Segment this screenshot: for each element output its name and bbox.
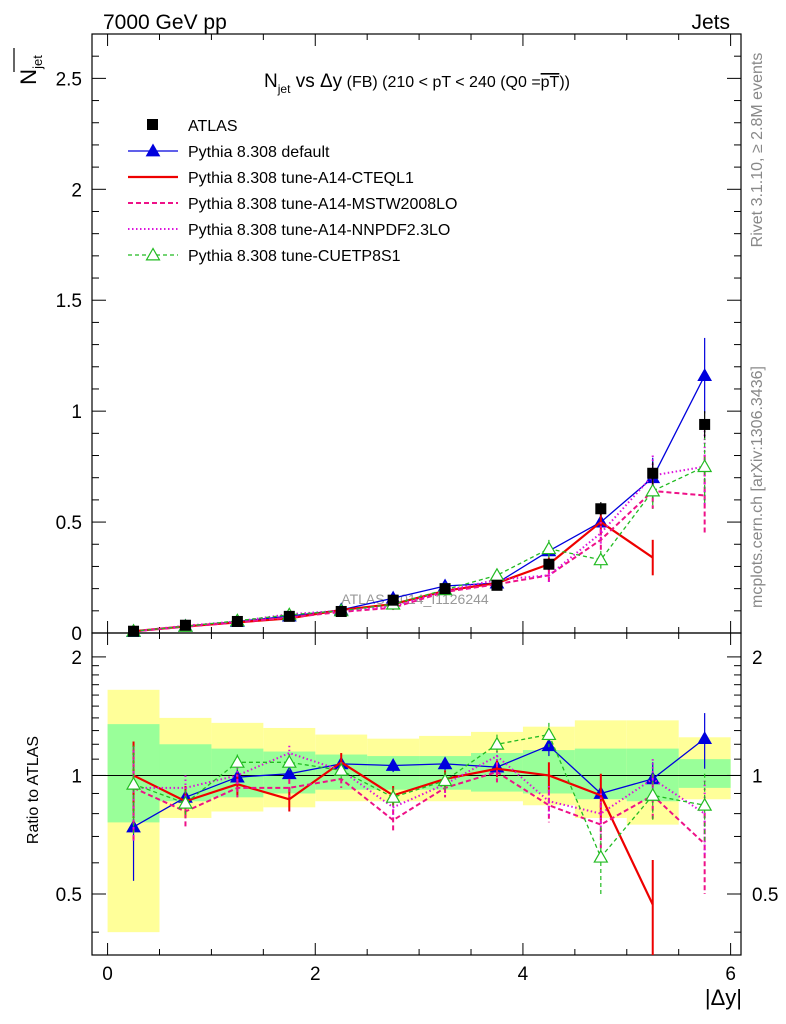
x-tick-label: 4 — [518, 964, 529, 985]
atlas-data-point — [128, 625, 140, 637]
title-vs: vs Δy — [290, 71, 342, 92]
atlas-data-point — [543, 558, 555, 570]
y-tick-label: 0 — [71, 624, 82, 645]
title-range: (210 < pT < 240 (Q0 = — [378, 74, 541, 91]
atlas-data-point — [595, 503, 607, 515]
x-tick-label: 6 — [725, 964, 736, 985]
y-tick-label: 1.5 — [56, 291, 82, 312]
atlas-data-point — [335, 605, 347, 617]
y-tick-label: 0.5 — [56, 513, 82, 534]
atlas-data-point — [491, 579, 503, 591]
ratio-series-marker — [229, 754, 245, 768]
ratio-tick-label-left: 2 — [71, 648, 82, 669]
ratio-series-marker — [385, 757, 401, 771]
side-label-rivet: Rivet 3.1.10, ≥ 2.8M events — [749, 53, 766, 248]
atlas-data-point — [699, 418, 711, 430]
generated-chart-marks: 0 2 4 6 0 0.5 1 1.5 2 2.5 0.5 0.5 1 1 2 2 ATLAS Pythia 8.… — [56, 34, 778, 985]
main-y-axis-label: Njet — [16, 55, 45, 85]
x-axis-label: |Δy| — [705, 985, 742, 1010]
ratio-series-marker — [541, 726, 557, 741]
legend-label: Pythia 8.308 tune-A14-NNPDF2.3LO — [188, 222, 450, 239]
ratio-series-line — [133, 738, 706, 828]
ratio-series-line — [133, 752, 706, 815]
main-series-marker — [541, 540, 557, 555]
legend-marker — [145, 247, 161, 261]
legend-label: Pythia 8.308 tune-A14-CTEQL1 — [188, 170, 414, 187]
ratio-series-marker — [281, 766, 297, 780]
ratio-plot-frame — [91, 632, 742, 956]
atlas-data-point — [387, 594, 399, 606]
atlas-data-point — [647, 467, 659, 479]
header-jets-label: Jets — [691, 11, 730, 34]
title-n-sub: jet — [277, 82, 291, 96]
ratio-tick-label-left: 0.5 — [56, 885, 82, 906]
y-tick-label: 2 — [71, 180, 82, 201]
ratio-series-line — [133, 733, 705, 858]
y-label-n: N — [16, 69, 41, 85]
side-label-mcplots: mcplots.cern.ch [arXiv:1306.3436] — [749, 366, 766, 608]
atlas-data-point — [283, 610, 295, 622]
main-series-marker — [697, 368, 713, 382]
legend-atlas-marker — [147, 119, 158, 130]
ratio-tick-label-right: 0.5 — [752, 885, 778, 906]
x-tick-label: 2 — [310, 964, 321, 985]
y-tick-label: 1 — [71, 402, 82, 423]
title-fb: (FB) — [342, 74, 378, 91]
y-tick-label: 2.5 — [56, 69, 82, 90]
ratio-tick-label-left: 1 — [71, 766, 82, 787]
main-series-line — [133, 465, 705, 633]
main-series-marker — [645, 483, 661, 497]
ratio-series-marker — [593, 849, 609, 863]
atlas-data-point — [231, 615, 243, 627]
ratio-series-line — [133, 771, 706, 845]
ratio-series-marker — [437, 756, 453, 770]
header-energy-label: 7000 GeV pp — [103, 11, 227, 34]
main-series-marker — [697, 458, 713, 473]
ratio-series-marker — [385, 789, 401, 803]
ratio-series-marker — [281, 754, 297, 768]
ratio-series-marker — [489, 736, 505, 750]
ratio-series-marker — [437, 772, 453, 787]
y-label-sub: jet — [30, 55, 45, 70]
ratio-series-marker — [697, 797, 713, 811]
ratio-tick-label-right: 1 — [752, 766, 763, 787]
title-q: pT — [541, 74, 560, 91]
chart-title: Njet vs Δy (FB) (210 < pT < 240 (Q0 =pT)… — [264, 71, 570, 96]
legend-label: ATLAS — [188, 118, 238, 135]
main-series-line — [133, 466, 705, 632]
legend-label: Pythia 8.308 default — [188, 144, 330, 161]
legend-label: Pythia 8.308 tune-A14-MSTW2008LO — [188, 196, 457, 213]
atlas-data-point — [179, 619, 191, 631]
ratio-series-marker — [333, 762, 349, 776]
legend-label: Pythia 8.308 tune-CUETP8S1 — [188, 248, 401, 265]
ratio-tick-label-right: 2 — [752, 648, 763, 669]
title-n: N — [264, 71, 278, 92]
legend: ATLAS Pythia 8.308 default Pythia 8.308 tu… — [128, 118, 457, 265]
legend-marker — [145, 143, 161, 157]
atlas-data-point — [439, 583, 451, 595]
x-tick-label: 0 — [102, 964, 113, 985]
ratio-series-marker — [126, 776, 142, 790]
ratio-series-marker — [645, 787, 661, 801]
title-end: )) — [559, 74, 570, 91]
main-series-marker — [593, 552, 609, 566]
ratio-series-marker — [697, 731, 713, 745]
ratio-series-marker — [177, 795, 193, 809]
ratio-y-axis-label: Ratio to ATLAS — [25, 736, 42, 844]
